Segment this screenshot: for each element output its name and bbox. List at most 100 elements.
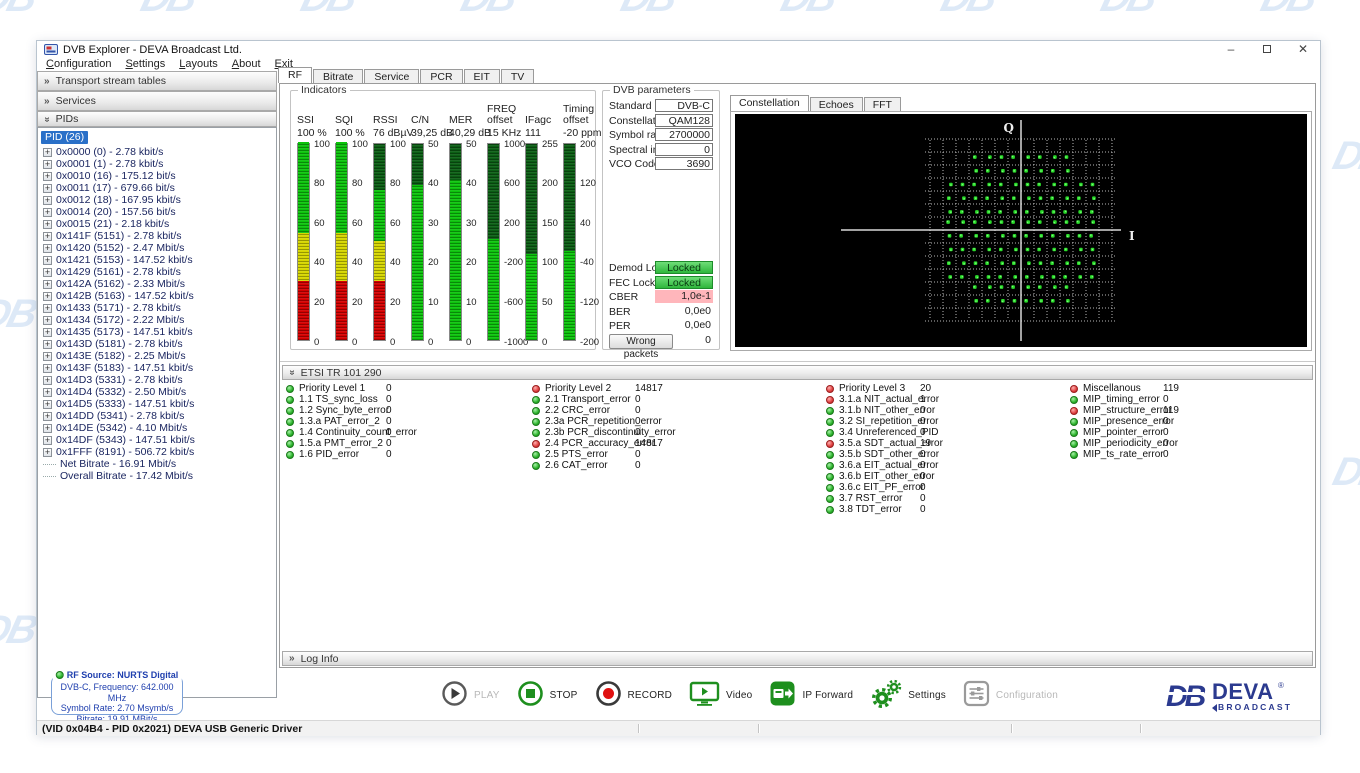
watermark-logo: DB xyxy=(848,766,912,773)
stop-button[interactable]: STOP xyxy=(517,680,578,710)
expand-icon[interactable]: + xyxy=(43,206,52,217)
menu-item-layouts[interactable]: Layouts xyxy=(179,58,218,70)
expand-icon[interactable]: + xyxy=(43,422,52,433)
expand-icon[interactable]: + xyxy=(43,242,52,253)
tab-eit[interactable]: EIT xyxy=(463,69,500,83)
meter-bar xyxy=(525,143,538,341)
tree-item-pid[interactable]: +0x14DE (5342) - 4.10 Mbit/s xyxy=(43,422,187,434)
constellation-tab-constellation[interactable]: Constellation xyxy=(730,95,809,111)
tab-rf[interactable]: RF xyxy=(278,67,312,83)
etsi-error-value: 0 xyxy=(920,504,926,515)
tree-item-pid[interactable]: +0x14DD (5341) - 2.78 kbit/s xyxy=(43,410,184,422)
field-constellation[interactable]: QAM128 xyxy=(655,113,713,127)
expand-icon[interactable]: + xyxy=(43,170,52,181)
menu-item-configuration[interactable]: Configuration xyxy=(46,58,112,70)
field-standard[interactable]: DVB-C xyxy=(655,99,713,112)
ip-forward-button[interactable]: IP Forward xyxy=(769,680,853,710)
tree-item-label: 0x1420 (5152) - 2.47 Mbit/s xyxy=(56,242,185,254)
tree-item-pid[interactable]: +0x143F (5183) - 147.51 kbit/s xyxy=(43,362,193,374)
expand-icon[interactable]: + xyxy=(43,158,52,169)
tree-item-pid[interactable]: +0x143D (5181) - 2.78 kbit/s xyxy=(43,338,183,350)
tree-item-pid[interactable]: +0x14D4 (5332) - 2.50 Mbit/s xyxy=(43,386,186,398)
menu-item-exit[interactable]: Exit xyxy=(274,58,293,70)
tab-bitrate[interactable]: Bitrate xyxy=(313,69,364,83)
expand-icon[interactable]: + xyxy=(43,410,52,421)
tab-pcr[interactable]: PCR xyxy=(420,69,463,83)
tree-item-pid[interactable]: +0x0000 (0) - 2.78 kbit/s xyxy=(43,146,163,158)
tree-item-pid[interactable]: +0x0012 (18) - 167.95 kbit/s xyxy=(43,194,181,206)
configuration-button: Configuration xyxy=(963,680,1058,710)
tree-item-pid[interactable]: +0x1429 (5161) - 2.78 kbit/s xyxy=(43,266,181,278)
tree-item-pid[interactable]: +0x1434 (5172) - 2.22 Mbit/s xyxy=(43,314,184,326)
tree-item-pid[interactable]: +0x0010 (16) - 175.12 bit/s xyxy=(43,170,176,182)
sidebar-section-services[interactable]: » Services xyxy=(37,91,277,111)
tree-item-pid-selected[interactable]: PID (26) xyxy=(41,131,89,144)
expand-icon[interactable]: + xyxy=(43,446,52,457)
expand-icon[interactable]: + xyxy=(43,266,52,277)
expand-icon[interactable]: + xyxy=(43,194,52,205)
tree-item-pid[interactable]: +0x0011 (17) - 679.66 bit/s xyxy=(43,182,175,194)
expand-icon[interactable]: + xyxy=(43,230,52,241)
status-led-icon xyxy=(826,472,834,481)
expand-icon[interactable]: + xyxy=(43,386,52,397)
tab-service[interactable]: Service xyxy=(364,69,420,83)
expand-icon[interactable]: + xyxy=(43,314,52,325)
sidebar-section-transport-stream-tables[interactable]: » Transport stream tables xyxy=(37,71,277,91)
tree-item-pid[interactable]: +0x141F (5151) - 2.78 kbit/s xyxy=(43,230,181,242)
maximize-button[interactable] xyxy=(1256,42,1278,57)
expand-icon[interactable]: + xyxy=(43,350,52,361)
tree-item-pid[interactable]: +0x0014 (20) - 157.56 bit/s xyxy=(43,206,176,218)
tree-item-pid[interactable]: +0x142A (5162) - 2.33 Mbit/s xyxy=(43,278,185,290)
etsi-section-header[interactable]: » ETSI TR 101 290 xyxy=(282,365,1313,380)
tree-item-pid[interactable]: +0x0001 (1) - 2.78 kbit/s xyxy=(43,158,163,170)
tree-item-pid[interactable]: +0x142B (5163) - 147.52 kbit/s xyxy=(43,290,194,302)
etsi-error-label: Priority Level 1 xyxy=(299,383,366,394)
menu-item-about[interactable]: About xyxy=(231,58,261,70)
tree-item-pid[interactable]: +0x1433 (5171) - 2.78 kbit/s xyxy=(43,302,181,314)
expand-icon[interactable]: + xyxy=(43,182,52,193)
field-spectral-inversion[interactable]: 0 xyxy=(655,142,713,156)
expand-icon[interactable]: + xyxy=(43,338,52,349)
etsi-error-label: 1.5.a PMT_error_2 xyxy=(299,438,383,449)
settings-button[interactable]: Settings xyxy=(870,679,946,712)
tab-tv[interactable]: TV xyxy=(500,69,535,83)
tree-item-pid[interactable]: +0x1435 (5173) - 147.51 kbit/s xyxy=(43,326,193,338)
record-button[interactable]: RECORD xyxy=(595,680,673,710)
menu-item-settings[interactable]: Settings xyxy=(125,58,166,70)
tree-item-pid[interactable]: +0x1FFF (8191) - 506.72 kbit/s xyxy=(43,446,194,458)
minimize-button[interactable]: – xyxy=(1227,42,1235,56)
expand-icon[interactable]: + xyxy=(43,398,52,409)
wrong-packets-button[interactable]: Wrong packets xyxy=(609,334,673,360)
tree-item-pid[interactable]: +0x14DF (5343) - 147.51 kbit/s xyxy=(43,434,195,446)
expand-icon[interactable]: + xyxy=(43,254,52,265)
expand-icon[interactable]: + xyxy=(43,434,52,445)
expand-icon[interactable]: + xyxy=(43,290,52,301)
log-info-section-header[interactable]: » Log Info xyxy=(282,651,1313,666)
tree-item-pid[interactable]: +0x0015 (21) - 2.18 kbit/s xyxy=(43,218,169,230)
field-vco-code[interactable]: 3690 xyxy=(655,157,713,170)
constellation-tab-echoes[interactable]: Echoes xyxy=(809,97,863,111)
meter-tick-label: -200 xyxy=(580,336,600,348)
error-rate-value: 0,0e0 xyxy=(684,304,711,317)
tree-item-pid[interactable]: +0x14D5 (5333) - 147.51 kbit/s xyxy=(43,398,194,410)
close-button[interactable]: ✕ xyxy=(1297,42,1309,56)
tree-item-pid[interactable]: +0x14D3 (5331) - 2.78 kbit/s xyxy=(43,374,183,386)
expand-icon[interactable]: + xyxy=(43,326,52,337)
expand-icon[interactable]: + xyxy=(43,362,52,373)
meter-tick-label: -200 xyxy=(504,257,524,269)
expand-icon[interactable]: + xyxy=(43,302,52,313)
expand-icon[interactable]: + xyxy=(43,218,52,229)
video-button[interactable]: Video xyxy=(689,681,752,710)
meter-ssi: SSI 100 % 100 80 60 40 20 0 xyxy=(297,101,335,348)
expand-icon[interactable]: + xyxy=(43,278,52,289)
etsi-row: 3.5.a SDT_actual_error 19 xyxy=(826,438,1061,449)
expand-icon[interactable]: + xyxy=(43,374,52,385)
rf-tab-page: Indicators SSI 100 % 100 80 60 40 20 0 SQI 100 % 1… xyxy=(280,84,1315,362)
sidebar-section-pids[interactable]: » PIDs xyxy=(37,111,277,127)
tree-item-pid[interactable]: +0x143E (5182) - 2.25 Mbit/s xyxy=(43,350,186,362)
tree-item-pid[interactable]: +0x1420 (5152) - 2.47 Mbit/s xyxy=(43,242,184,254)
field-symbol-rate[interactable]: 2700000 xyxy=(655,128,713,141)
expand-icon[interactable]: + xyxy=(43,146,52,157)
constellation-tab-fft[interactable]: FFT xyxy=(863,97,901,111)
tree-item-pid[interactable]: +0x1421 (5153) - 147.52 kbit/s xyxy=(43,254,193,266)
